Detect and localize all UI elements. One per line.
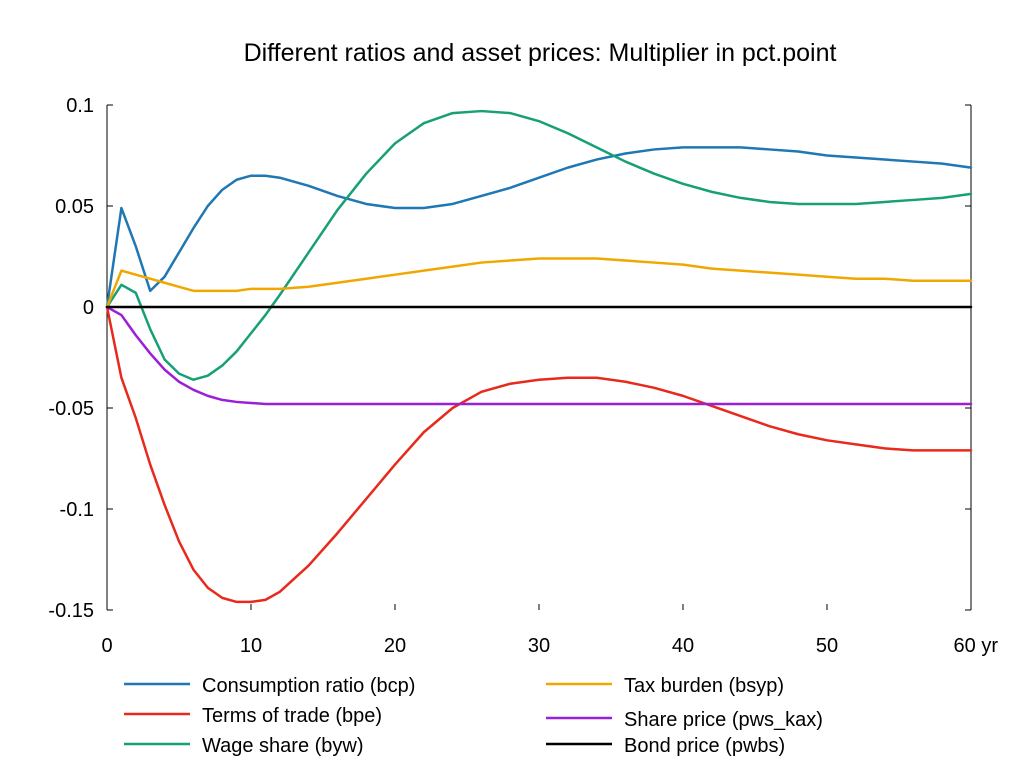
y-tick-label: -0.05 <box>48 398 94 420</box>
x-tick-label: 10 <box>240 635 262 657</box>
series-line-share-price-pws-kax <box>105 305 973 406</box>
legend-label-consumption-ratio-bcp: Consumption ratio (bcp) <box>202 675 415 697</box>
legend-label-wage-share-byw: Wage share (byw) <box>202 735 364 757</box>
legend-label-tax-burden-bsyp: Tax burden (bsyp) <box>624 675 784 697</box>
series-line-consumption-ratio-bcp <box>105 146 973 309</box>
series-line-tax-burden-bsyp <box>105 257 973 309</box>
series-line-terms-of-trade-bpe <box>105 305 973 604</box>
legend-label-terms-of-trade-bpe: Terms of trade (bpe) <box>202 705 382 727</box>
chart-title: Different ratios and asset prices: Multi… <box>244 39 837 67</box>
x-tick-label: 30 <box>528 635 550 657</box>
x-tick-label: 0 <box>101 635 112 657</box>
x-tick-label: 60 yr <box>954 635 999 657</box>
y-tick-label: 0 <box>83 297 94 319</box>
legend-label-share-price-pws-kax: Share price (pws_kax) <box>624 709 823 731</box>
legend: Consumption ratio (bcp) Terms of trade (b… <box>124 675 823 757</box>
x-tick-label: 50 <box>816 635 838 657</box>
series-line-wage-share-byw <box>105 109 973 381</box>
y-tick-label: 0.1 <box>66 95 94 117</box>
x-tick-label: 20 <box>384 635 406 657</box>
y-tick-label: -0.15 <box>48 600 94 622</box>
legend-label-bond-price-pwbs: Bond price (pwbs) <box>624 735 785 757</box>
y-tick-label: 0.05 <box>55 196 94 218</box>
plot-area: 0.1 0.05 0 -0.05 -0.1 -0.15 0 10 20 30 40 50 60 yr <box>48 95 998 657</box>
x-tick-label: 40 <box>672 635 694 657</box>
y-tick-label: -0.1 <box>60 499 94 521</box>
